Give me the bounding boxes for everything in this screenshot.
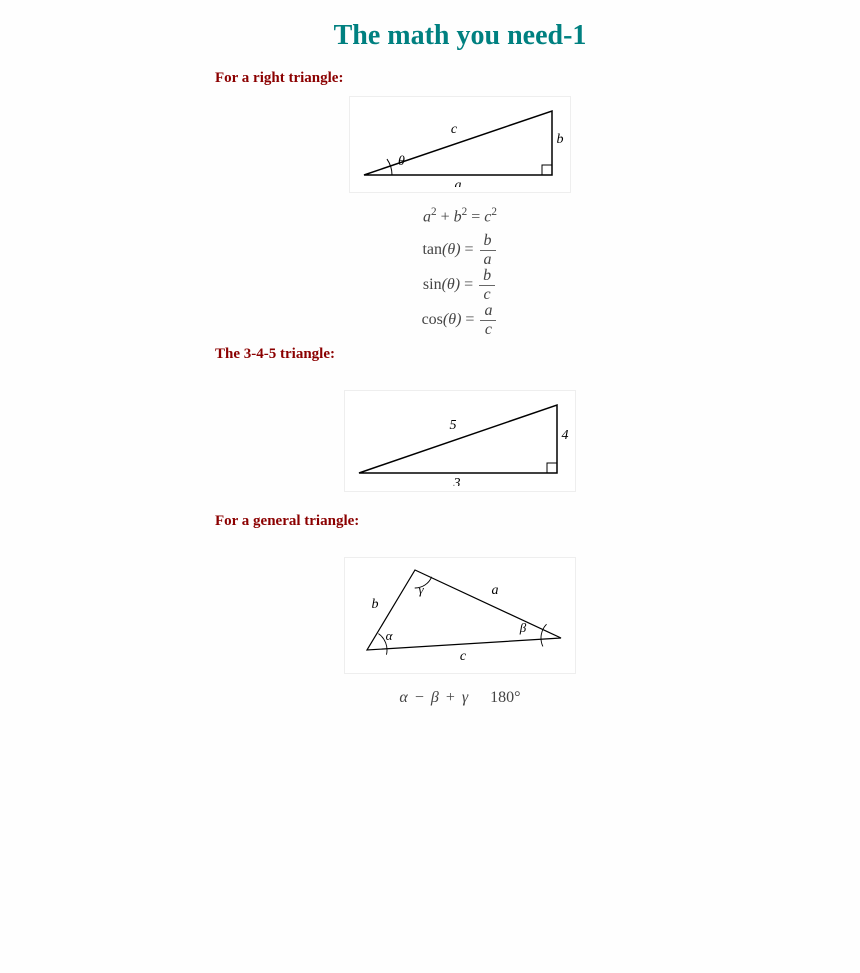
svg-text:b: b	[557, 132, 564, 147]
section-label-345: The 3-4-5 triangle:	[215, 346, 860, 363]
svg-text:α: α	[386, 628, 394, 643]
eq-cos: cos(θ) = ac	[60, 303, 860, 338]
svg-text:c: c	[451, 122, 458, 137]
section-label-general: For a general triangle:	[215, 513, 860, 530]
svg-text:4: 4	[562, 428, 569, 443]
svg-text:a: a	[492, 583, 499, 598]
figure-345-triangle: 3 4 5	[60, 391, 860, 491]
figure-general-triangle: a b c γ β α	[60, 558, 860, 673]
eq-tan: tan(θ) = ba	[60, 233, 860, 268]
eq-sin: sin(θ) = bc	[60, 268, 860, 303]
svg-text:c: c	[460, 649, 467, 664]
svg-text:b: b	[372, 597, 379, 612]
svg-text:3: 3	[453, 476, 461, 486]
figure-right-triangle: θ a b c	[60, 97, 860, 192]
svg-text:a: a	[455, 178, 462, 187]
svg-text:γ: γ	[418, 582, 424, 597]
equations-right-triangle: a2 + b2 = c2 tan(θ) = ba sin(θ) = bc cos…	[60, 202, 860, 338]
svg-text:θ: θ	[398, 154, 405, 169]
section-label-right-triangle: For a right triangle:	[215, 70, 860, 87]
svg-text:5: 5	[450, 418, 457, 433]
eq-pythagorean: a2 + b2 = c2	[60, 202, 860, 233]
page-title: The math you need-1	[60, 20, 860, 52]
svg-text:β: β	[519, 620, 527, 635]
eq-angle-sum: α − β + γ 180°	[60, 683, 860, 713]
